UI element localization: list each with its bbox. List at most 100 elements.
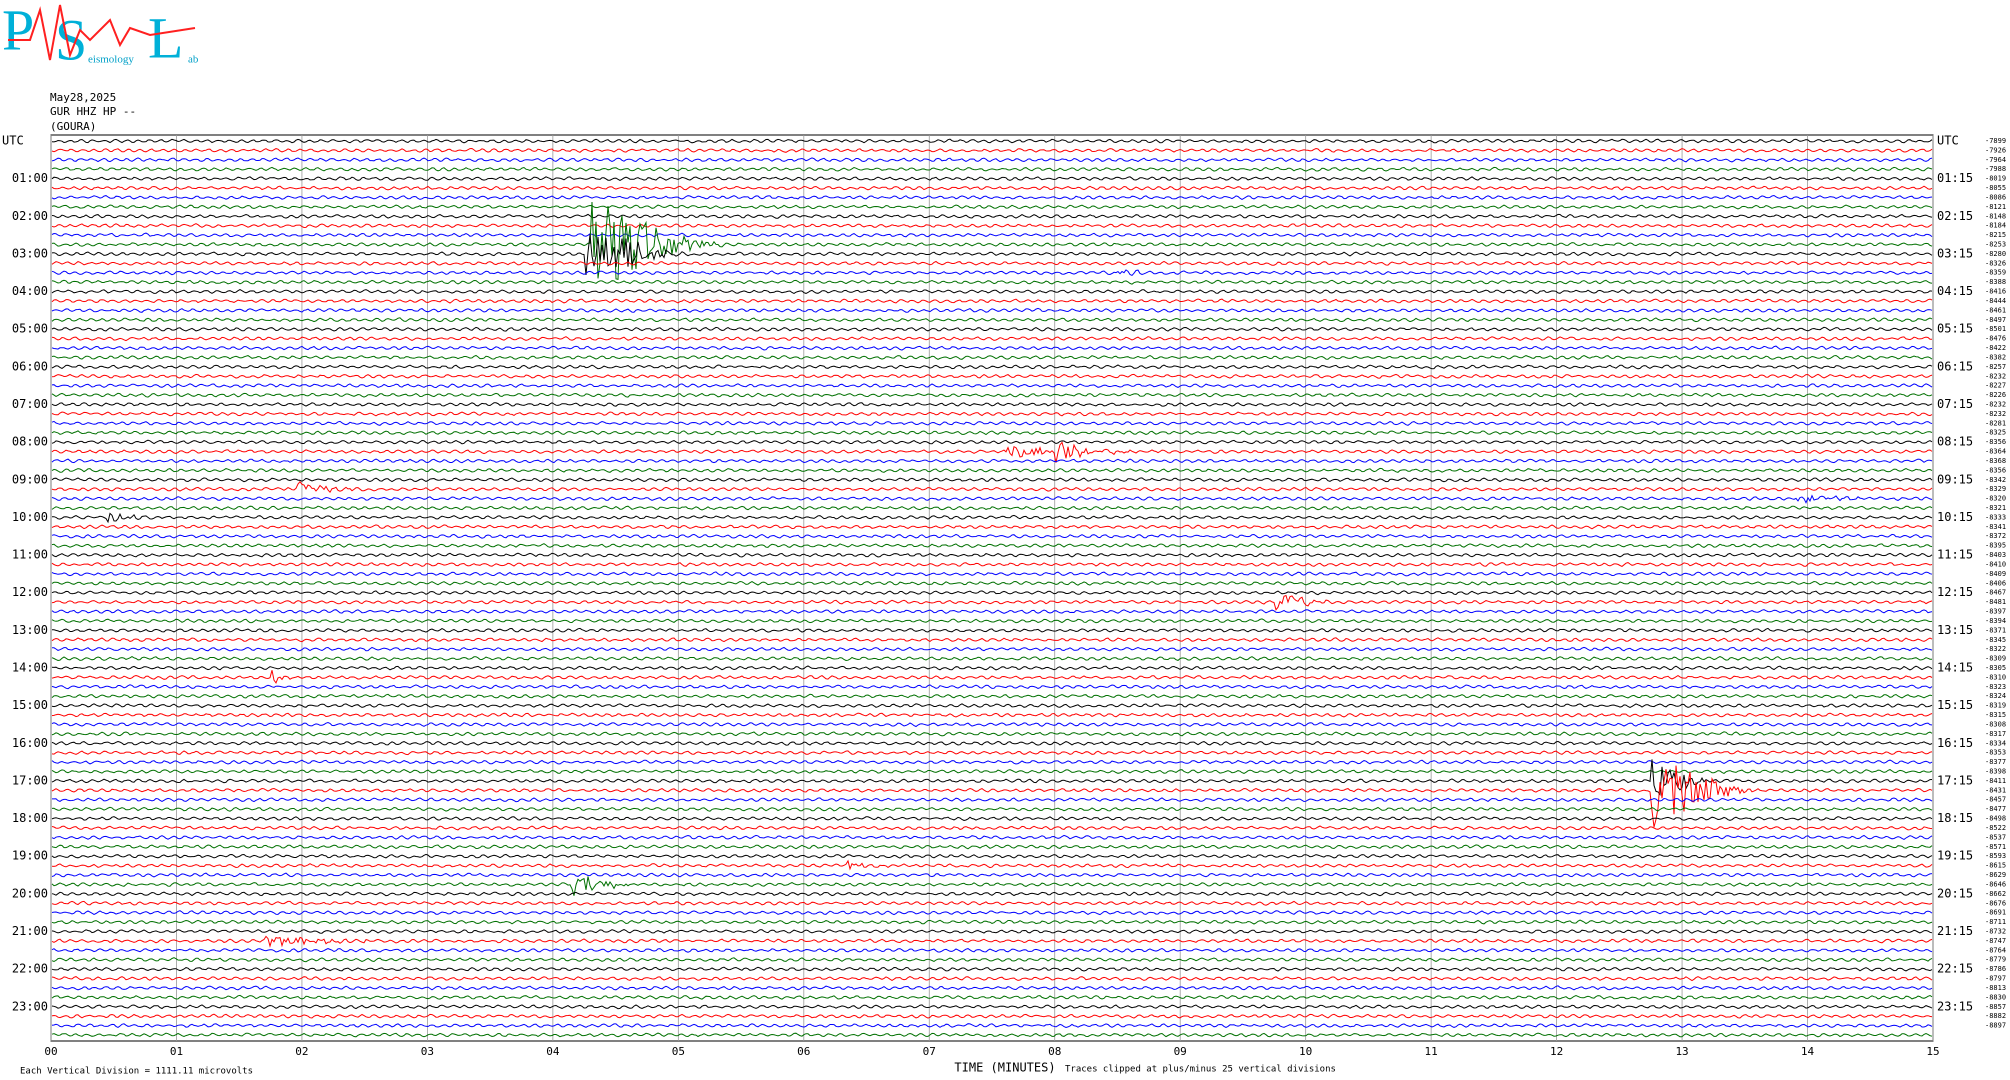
logo-letter: L <box>148 5 183 70</box>
trace <box>51 966 1933 972</box>
trace-offset: -8646 <box>1985 880 2006 888</box>
logo-wave <box>8 4 196 61</box>
trace <box>51 740 1933 746</box>
trace <box>51 260 1933 266</box>
x-tick-label: 14 <box>1801 1045 1815 1058</box>
trace-offset: -8395 <box>1985 542 2006 550</box>
trace-offset: -8353 <box>1985 749 2006 757</box>
trace-offset: -8334 <box>1985 739 2006 747</box>
trace <box>51 721 1933 728</box>
x-tick-label: 07 <box>923 1045 936 1058</box>
trace-offset: -8786 <box>1985 965 2006 973</box>
trace-offset: -8372 <box>1985 532 2006 540</box>
trace-offset: -8356 <box>1985 466 2006 474</box>
right-time-label: UTC <box>1937 134 1959 148</box>
trace <box>52 627 1933 633</box>
trace <box>51 234 1933 276</box>
x-tick-label: 04 <box>546 1045 560 1058</box>
trace-offset: -8280 <box>1985 250 2006 258</box>
trace-offset: -8691 <box>1985 909 2006 917</box>
trace-offset: -8897 <box>1985 1022 2006 1030</box>
trace <box>51 765 1933 828</box>
trace <box>51 580 1933 586</box>
trace <box>52 797 1933 803</box>
trace-offset: -8325 <box>1985 429 2006 437</box>
trace-offset: -8476 <box>1985 335 2006 343</box>
left-time-label: 23:00 <box>12 999 48 1013</box>
trace-offset: -8227 <box>1985 382 2006 390</box>
right-time-label: 23:15 <box>1937 999 1973 1013</box>
plot-frame <box>50 134 1934 1042</box>
trace <box>51 646 1933 652</box>
trace <box>51 232 1933 238</box>
trace <box>51 430 1933 436</box>
trace <box>51 467 1933 473</box>
date: May28,2025 <box>50 91 116 104</box>
trace-offset: -8333 <box>1985 513 2006 521</box>
left-time-label: 03:00 <box>12 246 48 260</box>
trace-offset: -8257 <box>1985 363 2006 371</box>
trace-offset: -8397 <box>1985 608 2006 616</box>
trace <box>51 289 1933 294</box>
trace <box>51 976 1933 982</box>
trace-offset: -8501 <box>1985 325 2006 333</box>
logo-letter: S <box>55 7 87 72</box>
trace <box>51 336 1933 342</box>
x-tick-label: 05 <box>672 1045 685 1058</box>
logo-word: eismology <box>88 54 134 66</box>
trace <box>51 947 1933 953</box>
x-tick-label: 12 <box>1550 1045 1563 1058</box>
right-time-label: 05:15 <box>1937 322 1973 336</box>
trace <box>51 759 1933 796</box>
trace <box>51 402 1933 407</box>
trace-offset: -8345 <box>1985 636 2006 644</box>
trace <box>51 859 1933 871</box>
trace-offset: -8797 <box>1985 975 2006 983</box>
trace <box>51 844 1933 850</box>
trace <box>51 853 1933 859</box>
x-tick-label: 00 <box>44 1045 57 1058</box>
trace <box>51 816 1933 822</box>
trace <box>51 392 1933 398</box>
trace-offset: -8364 <box>1985 448 2006 456</box>
trace-offset: -8215 <box>1985 231 2006 239</box>
trace-offset: -7926 <box>1985 146 2006 154</box>
trace-offset: -8320 <box>1985 495 2006 503</box>
trace-offset: -8403 <box>1985 551 2006 559</box>
trace-offset: -8326 <box>1985 259 2006 267</box>
x-tick-label: 10 <box>1299 1045 1312 1058</box>
right-time-label: 21:15 <box>1937 924 1973 938</box>
trace-offset: -8315 <box>1985 711 2006 719</box>
trace <box>51 354 1933 360</box>
trace-offset: -8857 <box>1985 1003 2006 1011</box>
trace <box>51 480 1933 494</box>
trace <box>51 441 1933 463</box>
trace <box>51 505 1933 511</box>
trace <box>51 712 1933 718</box>
trace-offset: -8398 <box>1985 768 2006 776</box>
trace <box>51 703 1933 709</box>
left-time-label: 02:00 <box>12 209 48 223</box>
trace <box>51 1032 1933 1038</box>
trace-offset: -8371 <box>1985 626 2006 634</box>
left-time-label: 16:00 <box>12 736 48 750</box>
trace-offset: -8497 <box>1985 316 2006 324</box>
trace-offset: -8310 <box>1985 673 2006 681</box>
trace <box>51 543 1933 549</box>
trace <box>51 307 1933 313</box>
trace <box>51 411 1933 417</box>
trace <box>51 204 1933 210</box>
trace-offset: -8232 <box>1985 400 2006 408</box>
trace-offset: -8121 <box>1985 203 2006 211</box>
trace-offset: -8477 <box>1985 805 2006 813</box>
trace-offset: -8377 <box>1985 758 2006 766</box>
trace <box>51 269 1933 277</box>
trace <box>51 609 1933 614</box>
right-time-label: 14:15 <box>1937 660 1973 674</box>
trace <box>51 201 1933 281</box>
trace <box>51 383 1933 389</box>
right-time-label: 20:15 <box>1937 886 1973 900</box>
trace-offset: -8481 <box>1985 598 2006 606</box>
trace-offset: -8019 <box>1985 175 2006 183</box>
